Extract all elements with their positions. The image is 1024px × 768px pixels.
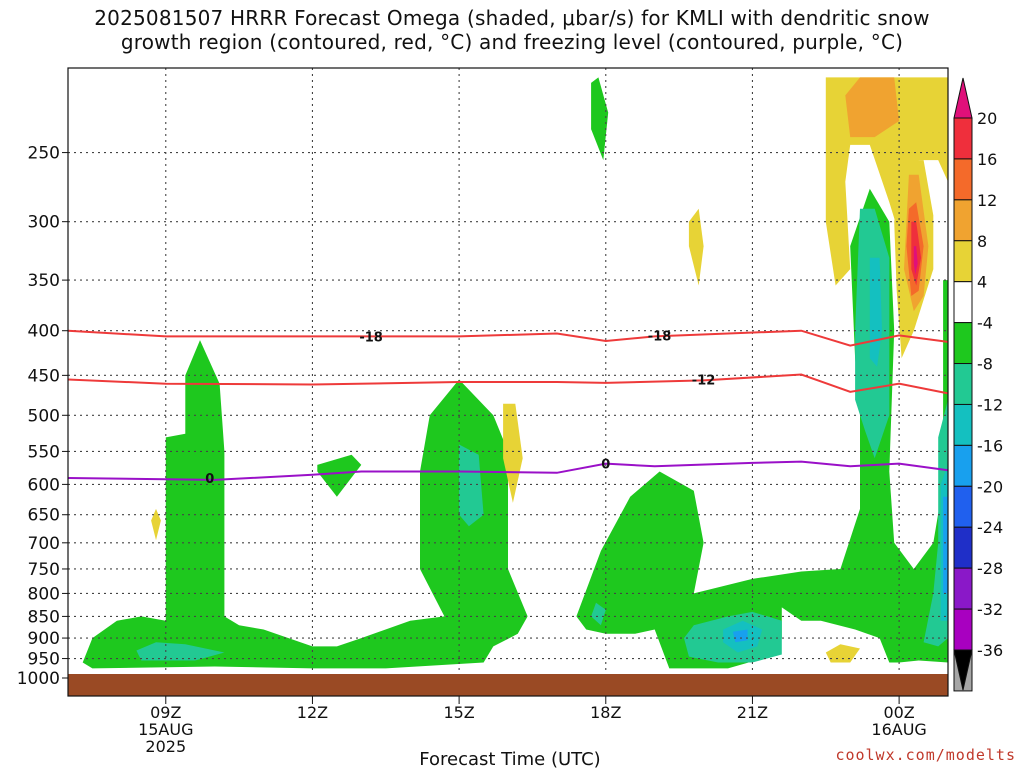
colorbar-label--20: -20 xyxy=(977,477,1003,496)
omega-region-8 xyxy=(845,77,900,138)
contour-line--18 xyxy=(67,329,949,347)
omega-region-neg16 xyxy=(732,629,748,643)
contour-label-0: 0 xyxy=(601,458,610,473)
colorbar-label--32: -32 xyxy=(977,600,1003,619)
x-tick-date-09Z: 15AUG xyxy=(138,720,193,739)
ground-strip xyxy=(68,674,948,696)
x-tick-year-09Z: 2025 xyxy=(145,737,186,756)
y-tick-label-900: 900 xyxy=(28,629,60,649)
omega-region-neg4 xyxy=(591,77,609,161)
x-tick-label-18Z: 18Z xyxy=(590,703,621,722)
omega-region-4 xyxy=(151,508,161,541)
y-tick-label-850: 850 xyxy=(28,607,60,627)
x-axis-label: Forecast Time (UTC) xyxy=(419,749,600,768)
x-tick-label-09Z: 09Z xyxy=(150,703,181,722)
colorbar-label--8: -8 xyxy=(977,355,993,374)
contours: -18 -18 -12 0 0 xyxy=(67,329,949,487)
omega-region-neg8 xyxy=(459,444,484,527)
colorbar-swatch-2 xyxy=(953,199,973,242)
y-tick-label-250: 250 xyxy=(28,144,60,164)
y-tick-label-700: 700 xyxy=(28,534,60,554)
colorbar-label-8: 8 xyxy=(977,232,987,251)
omega-region-neg16 xyxy=(943,496,948,594)
y-tick-label-400: 400 xyxy=(28,322,60,342)
colorbar-label--16: -16 xyxy=(977,436,1003,455)
x-tick-label-21Z: 21Z xyxy=(737,703,768,722)
contour-line-0 xyxy=(67,460,949,481)
y-tick-label-550: 550 xyxy=(28,442,60,462)
colorbar-swatch-6 xyxy=(953,363,973,405)
y-axis: 2503003504004505005506006507007508008509… xyxy=(17,144,68,689)
omega-region-20 xyxy=(913,246,918,275)
omega-region-neg4 xyxy=(317,454,362,497)
chart-title-line2: growth region (contoured, red, °C) and f… xyxy=(120,30,904,54)
colorbar-swatch-12 xyxy=(953,608,973,651)
colorbar-label--28: -28 xyxy=(977,559,1003,578)
colorbar-swatch-5 xyxy=(953,322,973,365)
x-tick-date-00Z: 16AUG xyxy=(871,720,926,739)
contour-label--12: -12 xyxy=(692,374,716,389)
colorbar-swatch-0 xyxy=(953,117,973,160)
colorbar-swatch-3 xyxy=(953,240,973,283)
omega-region-neg4 xyxy=(576,188,948,669)
omega-region-4 xyxy=(688,208,704,286)
x-tick-label-15Z: 15Z xyxy=(443,703,474,722)
omega-region-4 xyxy=(825,644,860,663)
y-tick-label-650: 650 xyxy=(28,506,60,526)
colorbar-swatch-4 xyxy=(953,281,973,324)
colorbar-top-arrow xyxy=(953,77,973,119)
y-tick-label-600: 600 xyxy=(28,475,60,495)
plot-frame xyxy=(67,67,949,697)
colorbar-swatch-9 xyxy=(953,485,973,528)
contour-line--12 xyxy=(67,373,949,395)
colorbar-label--24: -24 xyxy=(977,518,1003,537)
contour-label-0: 0 xyxy=(205,472,214,487)
colorbar-label-20: 20 xyxy=(977,109,997,128)
colorbar-bottom-arrow xyxy=(953,649,973,691)
colorbar-label-4: 4 xyxy=(977,273,987,292)
omega-region-4 xyxy=(503,403,523,503)
colorbar-label-12: 12 xyxy=(977,191,997,210)
credit-link[interactable]: coolwx.com/modelts xyxy=(835,746,1016,764)
y-tick-label-950: 950 xyxy=(28,650,60,670)
y-tick-label-800: 800 xyxy=(28,584,60,604)
y-tick-label-1000: 1000 xyxy=(17,669,60,689)
omega-region-neg4 xyxy=(82,340,528,669)
contour-label--18: -18 xyxy=(648,329,672,344)
colorbar-label-16: 16 xyxy=(977,150,997,169)
colorbar-swatch-11 xyxy=(953,567,973,610)
colorbar: 20 16 12 8 4 -4 -8 -12 -16 -20 -24 -28 -32 -36 xyxy=(953,77,1003,692)
omega-region-neg8 xyxy=(591,602,606,626)
x-tick-label-12Z: 12Z xyxy=(297,703,328,722)
y-tick-label-450: 450 xyxy=(28,366,60,386)
colorbar-swatch-10 xyxy=(953,526,973,569)
colorbar-swatch-8 xyxy=(953,444,973,487)
omega-shading xyxy=(68,68,948,696)
y-tick-label-300: 300 xyxy=(28,213,60,233)
chart-title-line1: 2025081507 HRRR Forecast Omega (shaded, … xyxy=(94,6,930,30)
y-tick-label-500: 500 xyxy=(28,406,60,426)
colorbar-swatch-7 xyxy=(953,403,973,446)
x-tick-label-00Z: 00Z xyxy=(883,703,914,722)
contour-label--18: -18 xyxy=(359,330,383,345)
colorbar-label--36: -36 xyxy=(977,641,1003,660)
y-tick-label-750: 750 xyxy=(28,560,60,580)
ground-layer xyxy=(68,674,948,696)
colorbar-label--12: -12 xyxy=(977,395,1003,414)
y-tick-label-350: 350 xyxy=(28,271,60,291)
colorbar-swatch-1 xyxy=(953,158,973,201)
chart-title: 2025081507 HRRR Forecast Omega (shaded, … xyxy=(0,6,1024,54)
colorbar-label--4: -4 xyxy=(977,314,993,333)
omega-region-neg8 xyxy=(136,642,225,661)
